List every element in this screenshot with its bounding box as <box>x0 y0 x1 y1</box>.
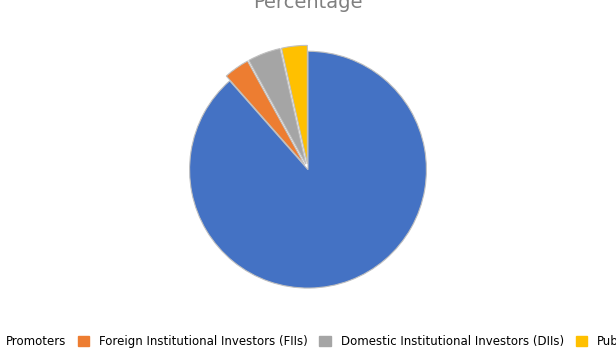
Wedge shape <box>190 51 426 288</box>
Wedge shape <box>282 45 307 164</box>
Wedge shape <box>226 61 304 165</box>
Legend: Promoters, Foreign Institutional Investors (FIIs), Domestic Institutional Invest: Promoters, Foreign Institutional Investo… <box>0 331 616 352</box>
Wedge shape <box>249 49 306 164</box>
Title: Percentage: Percentage <box>253 0 363 12</box>
